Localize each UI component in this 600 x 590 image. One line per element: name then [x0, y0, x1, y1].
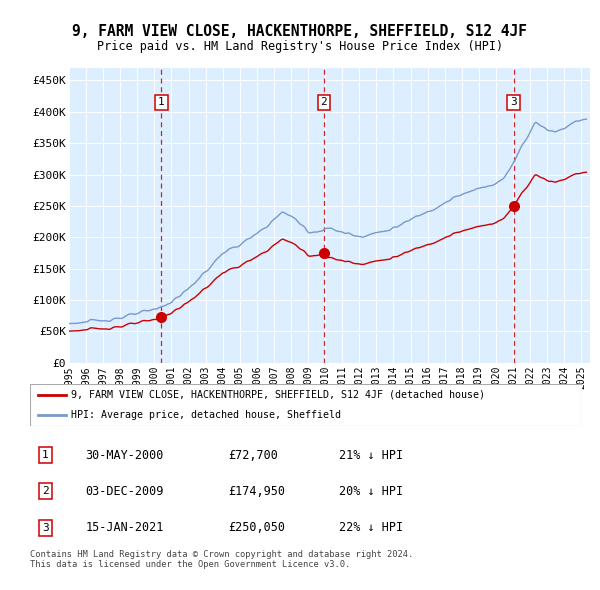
Text: HPI: Average price, detached house, Sheffield: HPI: Average price, detached house, Shef… [71, 409, 341, 419]
Text: 03-DEC-2009: 03-DEC-2009 [85, 485, 164, 498]
Text: 1: 1 [158, 97, 165, 107]
Text: 2: 2 [320, 97, 327, 107]
Text: 15-JAN-2021: 15-JAN-2021 [85, 521, 164, 534]
Text: 2: 2 [42, 486, 49, 496]
Text: 9, FARM VIEW CLOSE, HACKENTHORPE, SHEFFIELD, S12 4JF (detached house): 9, FARM VIEW CLOSE, HACKENTHORPE, SHEFFI… [71, 390, 485, 400]
Text: £72,700: £72,700 [229, 448, 278, 461]
FancyBboxPatch shape [30, 384, 582, 426]
Text: 30-MAY-2000: 30-MAY-2000 [85, 448, 164, 461]
Text: £174,950: £174,950 [229, 485, 286, 498]
Text: 9, FARM VIEW CLOSE, HACKENTHORPE, SHEFFIELD, S12 4JF: 9, FARM VIEW CLOSE, HACKENTHORPE, SHEFFI… [73, 24, 527, 38]
Text: 1: 1 [42, 450, 49, 460]
Text: 3: 3 [42, 523, 49, 533]
Text: 22% ↓ HPI: 22% ↓ HPI [339, 521, 403, 534]
Text: Contains HM Land Registry data © Crown copyright and database right 2024.
This d: Contains HM Land Registry data © Crown c… [30, 550, 413, 569]
Text: £250,050: £250,050 [229, 521, 286, 534]
Text: 20% ↓ HPI: 20% ↓ HPI [339, 485, 403, 498]
Text: Price paid vs. HM Land Registry's House Price Index (HPI): Price paid vs. HM Land Registry's House … [97, 40, 503, 53]
Text: 3: 3 [510, 97, 517, 107]
Text: 21% ↓ HPI: 21% ↓ HPI [339, 448, 403, 461]
